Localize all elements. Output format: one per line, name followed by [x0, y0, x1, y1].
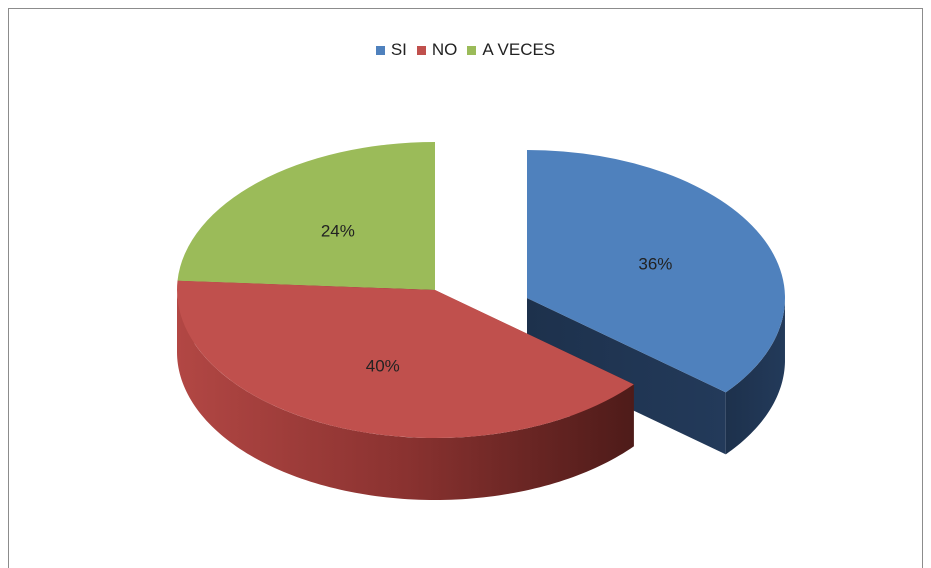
- chart-legend: SI NO A VECES: [0, 40, 931, 60]
- pie-slice-side-si: [527, 298, 726, 455]
- legend-label-a-veces: A VECES: [482, 40, 556, 59]
- legend-label-si: SI: [390, 40, 407, 59]
- data-label-no: 40%: [366, 357, 400, 376]
- pie-slice-top-si: [527, 150, 785, 393]
- pie-slice-side-no: [177, 290, 634, 500]
- legend-swatch-si: [375, 45, 385, 55]
- pie-slice-top-no: [177, 280, 634, 438]
- pie-slice-no: [177, 280, 634, 500]
- data-label-si: 36%: [638, 254, 672, 273]
- legend-item-a-veces: A VECES: [467, 40, 555, 60]
- legend-swatch-a-veces: [467, 45, 477, 55]
- legend-item-no: NO: [416, 40, 458, 60]
- data-label-a-veces: 24%: [321, 222, 355, 241]
- legend-item-si: SI: [375, 40, 407, 60]
- legend-swatch-no: [416, 45, 426, 55]
- pie-slice-si: [527, 150, 785, 455]
- pie-slice-top-a-veces: [177, 142, 436, 290]
- legend-label-no: NO: [431, 40, 458, 59]
- pie-slice-side-si: [725, 299, 785, 455]
